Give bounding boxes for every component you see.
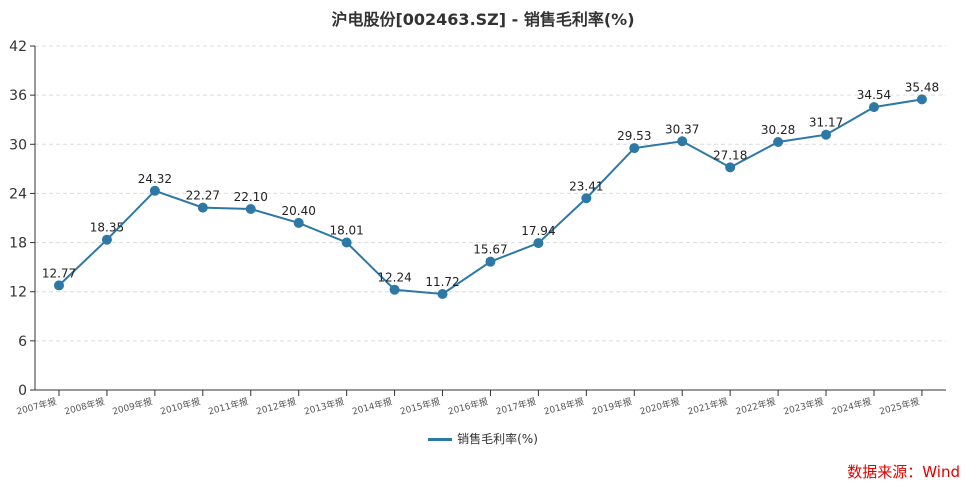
- data-point: [245, 203, 256, 214]
- x-tick-label: 2014年报: [351, 395, 394, 417]
- data-label: 12.24: [377, 271, 411, 285]
- data-label: 15.67: [473, 243, 507, 257]
- data-point: [149, 185, 160, 196]
- x-tick-label: 2018年报: [542, 395, 585, 417]
- chart-title: 沪电股份[002463.SZ] - 销售毛利率(%): [331, 10, 635, 29]
- legend[interactable]: 销售毛利率(%): [0, 430, 966, 447]
- data-label: 20.40: [282, 204, 316, 218]
- x-tick-label: 2015年报: [399, 395, 442, 417]
- data-label: 24.32: [138, 172, 172, 186]
- data-label: 11.72: [425, 275, 459, 289]
- data-label: 22.10: [234, 190, 268, 204]
- y-tick-label: 36: [9, 88, 27, 104]
- data-label: 12.77: [42, 266, 76, 280]
- x-tick-label: 2008年报: [63, 395, 106, 417]
- data-label: 30.28: [761, 123, 795, 137]
- x-tick-label: 2010年报: [159, 395, 202, 417]
- x-tick-label: 2021年报: [686, 395, 729, 417]
- data-label: 34.54: [857, 88, 891, 102]
- x-tick-label: 2012年报: [255, 395, 298, 417]
- data-point: [868, 102, 879, 113]
- data-point: [101, 234, 112, 245]
- data-label: 23.41: [569, 179, 603, 193]
- data-point: [341, 237, 352, 248]
- data-point: [533, 238, 544, 249]
- legend-label: 销售毛利率(%): [457, 432, 538, 446]
- data-point: [54, 280, 64, 291]
- x-tick-label: 2019年报: [590, 395, 633, 417]
- data-point: [629, 143, 640, 154]
- data-label: 27.18: [713, 148, 747, 162]
- data-point: [389, 284, 400, 295]
- y-tick-label: 18: [9, 236, 27, 252]
- data-point: [293, 217, 304, 228]
- data-label: 29.53: [617, 129, 651, 143]
- data-point: [437, 289, 448, 300]
- y-tick-label: 6: [18, 334, 27, 350]
- x-tick-label: 2009年报: [111, 395, 154, 417]
- data-point: [485, 256, 496, 267]
- source-note: 数据来源：Wind: [847, 463, 960, 481]
- data-label: 17.94: [521, 224, 555, 238]
- data-point: [821, 129, 832, 140]
- x-tick-label: 2016年报: [447, 395, 490, 417]
- y-tick-label: 42: [9, 39, 27, 55]
- x-tick-label: 2025年报: [878, 395, 921, 417]
- x-tick-label: 2013年报: [303, 395, 346, 417]
- data-point: [773, 136, 784, 147]
- data-point: [677, 136, 688, 147]
- data-point: [197, 202, 208, 213]
- data-point: [725, 162, 736, 173]
- data-label: 31.17: [809, 116, 843, 130]
- data-label: 22.27: [186, 189, 220, 203]
- x-tick-label: 2022年报: [734, 395, 777, 417]
- y-tick-label: 0: [18, 383, 27, 399]
- x-tick-label: 2023年报: [782, 395, 825, 417]
- y-tick-label: 12: [9, 285, 27, 301]
- data-label: 35.48: [905, 80, 939, 94]
- x-tick-label: 2017年报: [495, 395, 538, 417]
- x-tick-label: 2020年报: [638, 395, 681, 417]
- data-label: 18.01: [329, 223, 363, 237]
- legend-swatch: [428, 438, 453, 441]
- y-tick-label: 30: [9, 137, 27, 153]
- data-point: [581, 193, 592, 204]
- x-tick-label: 2024年报: [830, 395, 873, 417]
- data-point: [916, 94, 927, 105]
- data-label: 18.35: [90, 221, 124, 235]
- x-tick-label: 2011年报: [207, 395, 250, 417]
- y-tick-label: 24: [9, 186, 27, 202]
- data-label: 30.37: [665, 122, 699, 136]
